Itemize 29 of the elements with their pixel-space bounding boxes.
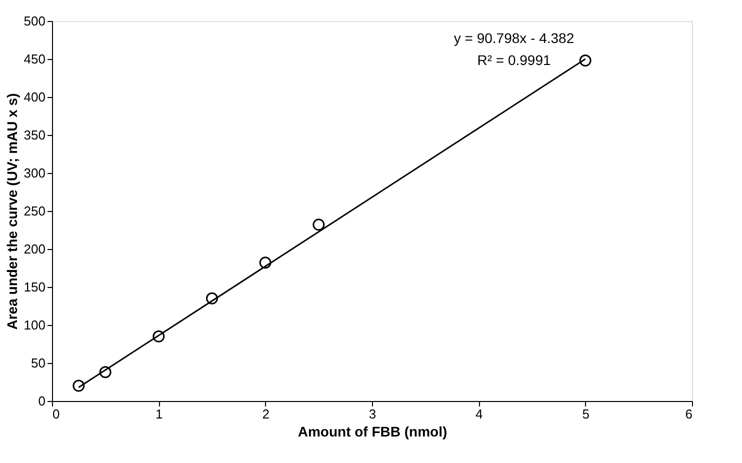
- y-tick-label: 400: [24, 90, 46, 104]
- point: [206, 292, 218, 304]
- point: [72, 380, 85, 392]
- annotation: R² = 0.9991: [477, 52, 551, 68]
- y-axis-title: Area under the curve (UV; mAU x s): [4, 93, 20, 330]
- x-tick-label: 1: [156, 406, 163, 422]
- y-tick-label: 0: [38, 394, 46, 408]
- x-tick-label: 0: [52, 406, 60, 422]
- y-tick-label: 150: [24, 280, 46, 294]
- y-tick-label: 500: [24, 14, 46, 28]
- x-tick-label: 3: [368, 406, 376, 422]
- point: [312, 218, 325, 231]
- y-tick-label: 250: [24, 204, 46, 218]
- y-tick-label: 200: [24, 242, 46, 256]
- y-tick-label: 50: [31, 356, 46, 370]
- annotation: y = 90.798x - 4.382: [454, 30, 574, 46]
- x-tick-label: 2: [262, 406, 270, 422]
- point: [259, 256, 272, 269]
- y-tick-label: 100: [24, 318, 46, 332]
- point: [152, 330, 165, 342]
- point: [579, 54, 592, 67]
- x-axis-title: Amount of FBB (nmol): [298, 424, 448, 440]
- point: [99, 366, 112, 378]
- x-tick-label: 4: [476, 406, 483, 422]
- x-tick-label: 6: [685, 406, 692, 422]
- y-tick-label: 350: [24, 128, 46, 142]
- y-tick-label: 300: [24, 166, 46, 180]
- x-tick-label: 5: [582, 406, 590, 422]
- y-tick-label: 450: [24, 52, 46, 66]
